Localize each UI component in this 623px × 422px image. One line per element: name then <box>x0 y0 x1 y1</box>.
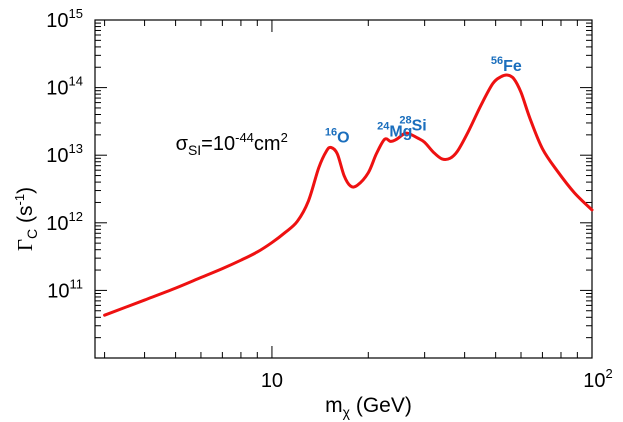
sigma-subscript: SI <box>188 142 201 158</box>
sigma-equals: =10 <box>201 133 235 155</box>
element-symbol: Fe <box>503 58 522 75</box>
y-tick-label-base: 10 <box>47 280 69 302</box>
y-tick-label: 1015 <box>46 6 83 32</box>
sigma-symbol: σ <box>176 133 189 155</box>
y-tick-label-base: 10 <box>46 10 68 32</box>
x-tick-label-base: 10 <box>583 370 605 392</box>
y-tick-label: 1013 <box>46 141 83 167</box>
sigma-unit: cm <box>254 133 281 155</box>
element-mass-number: 56 <box>491 55 503 67</box>
y-axis-title-unit-close: ) <box>14 187 37 194</box>
y-tick-label-exponent: 13 <box>69 141 83 156</box>
y-axis-title-unit-open: (s <box>14 205 37 228</box>
element-mass-number: 28 <box>399 115 411 127</box>
element-symbol: Mg <box>389 123 412 140</box>
y-tick-label: 1014 <box>46 74 83 100</box>
sigma-exponent: -44 <box>235 130 254 145</box>
cross-section-annotation: σSI=10-44cm2 <box>176 130 288 158</box>
y-axis-title-unit-exponent: -1 <box>12 194 27 206</box>
y-axis-title-sub: C <box>24 229 40 239</box>
y-tick-label-base: 10 <box>46 213 68 235</box>
y-tick-label: 1011 <box>47 276 83 302</box>
axis-ticks <box>95 19 593 359</box>
element-label-mg: 24Mg <box>377 120 412 140</box>
y-tick-label: 1012 <box>46 209 83 235</box>
x-axis-title: mχ (GeV) <box>325 394 412 420</box>
x-tick-label-exponent: 2 <box>606 366 613 381</box>
x-tick-label: 10 <box>261 370 283 392</box>
x-tick-label-base: 10 <box>261 370 283 392</box>
element-mass-number: 24 <box>377 120 390 132</box>
element-label-si: 28Si <box>399 115 426 135</box>
sigma-unit-exponent: 2 <box>281 130 288 145</box>
plot-frame <box>94 19 593 359</box>
y-tick-label-base: 10 <box>46 78 68 100</box>
y-tick-label-exponent: 15 <box>69 6 83 21</box>
element-mass-number: 16 <box>325 126 337 138</box>
x-axis-title-unit: (GeV) <box>350 394 412 417</box>
x-axis-title-sub: χ <box>343 404 351 420</box>
element-symbol: Si <box>412 118 427 135</box>
y-tick-label-exponent: 11 <box>70 276 84 291</box>
y-axis-title-main: Γ <box>13 239 37 251</box>
series-line-capture-rate <box>103 73 594 317</box>
y-axis-title: ΓC (s-1) <box>12 187 40 251</box>
x-tick-label: 102 <box>583 366 612 392</box>
y-tick-label-base: 10 <box>46 145 68 167</box>
x-axis-title-main: m <box>325 394 343 417</box>
y-tick-label-exponent: 12 <box>69 209 83 224</box>
element-label-fe: 56Fe <box>491 55 522 75</box>
element-label-o: 16O <box>325 126 350 146</box>
element-symbol: O <box>337 129 349 146</box>
y-tick-label-exponent: 14 <box>69 74 83 89</box>
